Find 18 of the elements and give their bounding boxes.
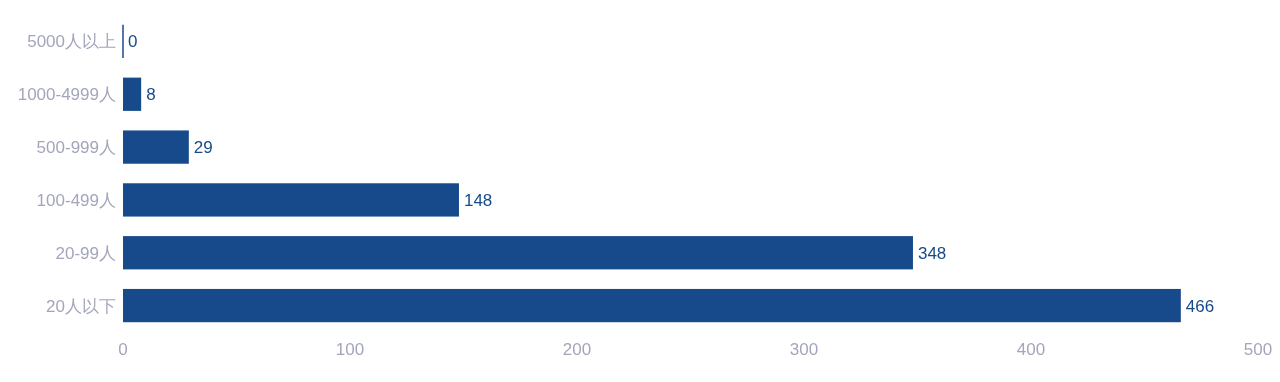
- y-tick-label: 20人以下: [46, 296, 116, 316]
- y-tick-label: 100-499人: [36, 190, 116, 210]
- data-label: 8: [146, 85, 156, 105]
- data-label: 466: [1185, 296, 1215, 316]
- x-tick-label: 200: [562, 340, 592, 359]
- y-tick-label: 1000-4999人: [17, 85, 116, 105]
- data-label: 348: [917, 243, 947, 263]
- data-label: 29: [193, 138, 213, 158]
- x-tick-label: 100: [335, 340, 365, 359]
- y-tick-label: 5000人以上: [27, 32, 116, 52]
- y-tick-label: 500-999人: [36, 138, 116, 158]
- y-tick-label: 20-99人: [55, 243, 116, 263]
- x-tick-label: 0: [118, 340, 128, 359]
- x-tick-label: 500: [1243, 340, 1273, 359]
- data-label: 0: [128, 32, 138, 52]
- x-tick-label: 300: [789, 340, 819, 359]
- data-label: 148: [463, 190, 493, 210]
- x-tick-label: 400: [1016, 340, 1046, 359]
